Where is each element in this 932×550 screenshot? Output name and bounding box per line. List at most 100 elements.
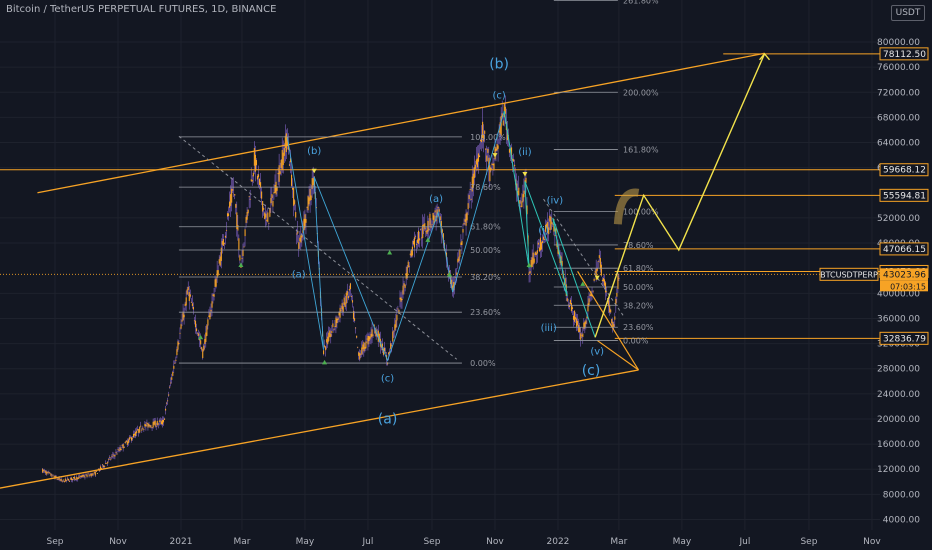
candle-body (358, 352, 360, 356)
candle-body (360, 354, 362, 355)
candle-body (163, 418, 166, 420)
candle-body (411, 246, 413, 256)
price-tag (879, 163, 929, 177)
candle-body (141, 429, 143, 431)
candle-body (265, 213, 267, 218)
candle-body (566, 298, 568, 302)
candle-body (173, 365, 175, 369)
candle-body (589, 294, 591, 296)
candle-body (608, 300, 610, 307)
candle-body (455, 277, 457, 278)
candle-body (581, 335, 583, 337)
candle-body (127, 439, 129, 444)
y-tick-label: 52000.00 (877, 214, 920, 224)
candle-body (546, 223, 548, 228)
candle-body (119, 447, 121, 451)
candle-body (280, 160, 282, 168)
candle-body (295, 212, 297, 218)
candle-body (179, 332, 181, 334)
candle-body (154, 420, 156, 426)
candle-body (237, 225, 239, 231)
candle-body (169, 386, 171, 388)
candle-body (572, 315, 575, 320)
candle-body (564, 278, 566, 285)
candle-body (253, 148, 255, 166)
candle-body (276, 186, 278, 191)
candle-body (550, 216, 552, 230)
candle-body (382, 348, 385, 355)
candle-body (519, 200, 521, 204)
candle-body (53, 476, 55, 478)
fib-label: 61.80% (623, 264, 654, 273)
candle-body (226, 213, 229, 217)
candle-body (357, 346, 359, 348)
candle-body (351, 300, 354, 303)
wave-label: (c) (492, 91, 505, 102)
fib-label: 0.00% (623, 336, 649, 345)
candle-body (124, 441, 126, 444)
signal-marker (198, 334, 204, 340)
candle-body (71, 477, 73, 481)
candle-body (595, 269, 597, 280)
candle-body (277, 172, 279, 175)
candle-body (492, 163, 494, 166)
candle-body (577, 320, 579, 326)
signal-marker (594, 275, 600, 281)
candle-body (596, 268, 598, 271)
candle-body (202, 349, 204, 359)
candle-body (81, 475, 83, 478)
fib-right: 261.80% 200.00% 161.80% 100.00% 78.60% 61.80%… (553, 0, 659, 345)
x-tick-label: Mar (610, 537, 627, 547)
candle-body (426, 230, 428, 234)
candle-body (609, 305, 611, 313)
candle-body (458, 256, 460, 261)
candle-body (563, 282, 565, 286)
fib-left: 100.00% 78.60% 61.80% 50.00% 38.20% 23.60% 0.0… (178, 133, 506, 368)
candle-body (588, 298, 590, 306)
candle-body (138, 429, 140, 433)
candle-body (56, 478, 58, 480)
candle-body (587, 303, 589, 312)
candle-body (271, 194, 273, 198)
candle-body (528, 272, 530, 274)
candle-body (552, 224, 554, 226)
candle-body (228, 213, 230, 217)
candle-body (128, 437, 130, 440)
x-tick-label: May (296, 537, 315, 547)
candle-body (211, 301, 213, 308)
candle-body (413, 237, 416, 248)
candle-body (497, 145, 499, 149)
x-tick-label: Sep (800, 537, 817, 547)
candle-body (365, 341, 367, 349)
candle-body (535, 252, 537, 256)
candle-body (603, 279, 606, 286)
candle-body (245, 217, 247, 223)
candle-body (110, 458, 112, 460)
candle-body (170, 382, 172, 384)
candle-body (203, 345, 205, 351)
candle-body (512, 158, 514, 161)
candle-body (361, 347, 363, 355)
candle-body (571, 307, 574, 309)
candle-body (402, 285, 404, 295)
candle-body (201, 347, 203, 350)
candle-body (87, 473, 89, 475)
fib-label: 161.80% (623, 145, 659, 154)
symbol-tag (819, 267, 879, 281)
candle-body (130, 437, 133, 441)
channel-upper-line (37, 52, 765, 194)
candle-body (580, 333, 582, 340)
candle-body (506, 129, 508, 141)
candle-body (83, 475, 85, 477)
candle-body (146, 422, 148, 424)
candle-body (333, 328, 335, 330)
candle-body (471, 176, 473, 192)
currency-button[interactable]: USDT (891, 5, 925, 21)
candle-body (592, 290, 594, 292)
candle-body (614, 316, 616, 320)
candle-body (109, 457, 111, 459)
candle-body (456, 272, 458, 275)
candle-body (94, 471, 96, 476)
candle-body (487, 148, 489, 153)
